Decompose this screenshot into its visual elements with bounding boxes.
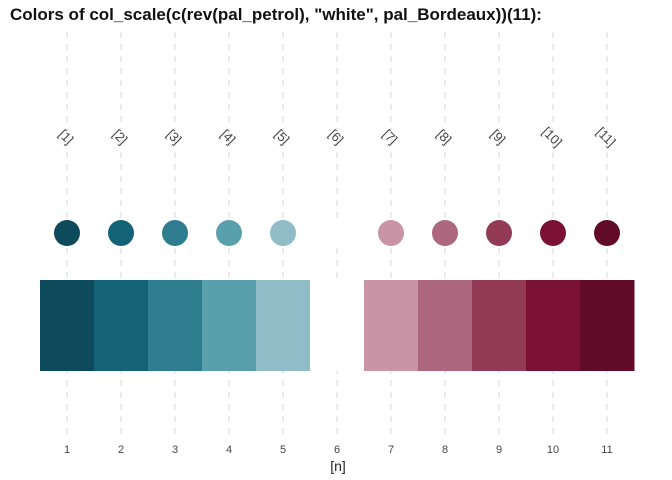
x-tick-label: 3 xyxy=(172,444,178,456)
x-axis-title: [n] xyxy=(330,458,346,474)
chart-title: Colors of col_scale(c(rev(pal_petrol), "… xyxy=(10,5,542,24)
color-dot xyxy=(162,220,188,246)
x-tick-label: 2 xyxy=(118,444,124,456)
color-dot xyxy=(432,220,458,246)
color-bar xyxy=(40,280,95,371)
color-bar xyxy=(310,280,365,371)
index-label: [9] xyxy=(488,126,509,147)
x-tick-label: 8 xyxy=(442,444,448,456)
index-label: [5] xyxy=(272,126,293,147)
x-tick-label: 6 xyxy=(334,444,340,456)
index-label: [4] xyxy=(218,126,239,147)
color-dots xyxy=(54,220,620,246)
x-tick-label: 11 xyxy=(601,444,612,456)
color-bar xyxy=(148,280,203,371)
index-label: [8] xyxy=(434,126,455,147)
x-tick-labels: 1 2 3 4 5 6 7 8 9 10 11 xyxy=(64,444,613,456)
color-bar xyxy=(472,280,527,371)
x-tick-label: 9 xyxy=(496,444,502,456)
color-bar xyxy=(202,280,257,371)
color-dot xyxy=(540,220,566,246)
color-dot xyxy=(108,220,134,246)
color-bars xyxy=(40,280,635,371)
color-bar xyxy=(418,280,473,371)
color-dot xyxy=(54,220,80,246)
color-dot xyxy=(270,220,296,246)
x-tick-label: 5 xyxy=(280,444,286,456)
color-bar xyxy=(256,280,311,371)
color-bar xyxy=(580,280,635,371)
x-tick-label: 1 xyxy=(64,444,70,456)
color-dot xyxy=(378,220,404,246)
color-dot xyxy=(216,220,242,246)
x-tick-label: 7 xyxy=(388,444,394,456)
color-bar xyxy=(364,280,419,371)
index-label: [2] xyxy=(110,126,131,147)
index-label: [11] xyxy=(594,124,619,149)
x-tick-label: 4 xyxy=(226,444,232,456)
index-labels: [1] [2] [3] [4] [5] [6] [7] [8] [9] [10] [11] xyxy=(56,124,619,150)
index-label: [6] xyxy=(326,126,347,147)
index-label: [3] xyxy=(164,126,185,147)
index-label: [7] xyxy=(380,126,401,147)
color-dot xyxy=(486,220,512,246)
color-dot xyxy=(324,220,350,246)
color-bar xyxy=(94,280,149,371)
index-label: [10] xyxy=(539,124,565,150)
color-bar xyxy=(526,280,581,371)
x-tick-label: 10 xyxy=(547,444,559,456)
index-label: [1] xyxy=(56,126,77,147)
color-dot xyxy=(594,220,620,246)
